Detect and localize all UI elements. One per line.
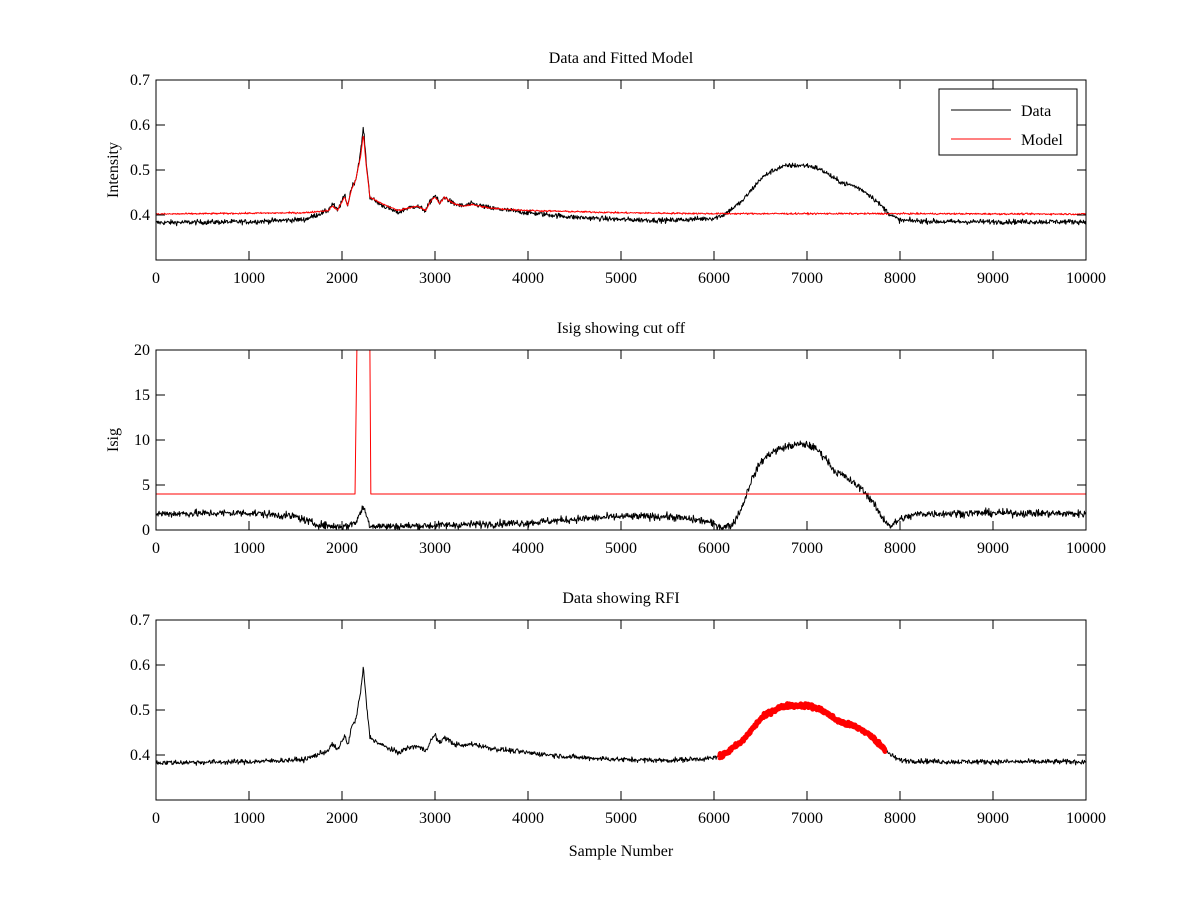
legend-entry: Model xyxy=(1021,132,1063,149)
x-tick-label: 5000 xyxy=(605,810,637,827)
x-tick-label: 10000 xyxy=(1066,540,1106,557)
x-tick-label: 0 xyxy=(152,270,160,287)
x-tick-label: 7000 xyxy=(791,270,823,287)
x-tick-label: 6000 xyxy=(698,270,730,287)
x-tick-label: 3000 xyxy=(419,540,451,557)
series-path xyxy=(156,126,1086,227)
series-path xyxy=(156,666,1086,766)
y-tick-label: 0.5 xyxy=(130,162,150,179)
y-tick-label: 0.5 xyxy=(130,702,150,719)
series-line-1-2 xyxy=(156,135,1086,216)
x-tick-label: 0 xyxy=(152,540,160,557)
x-tick-label: 1000 xyxy=(233,810,265,827)
y-tick-label: 0.7 xyxy=(130,612,150,629)
x-tick-label: 2000 xyxy=(326,810,358,827)
x-tick-label: 7000 xyxy=(791,810,823,827)
x-tick-label: 4000 xyxy=(512,540,544,557)
series-path xyxy=(156,440,1086,530)
y-tick-label: 5 xyxy=(142,477,150,494)
x-tick-label: 9000 xyxy=(977,270,1009,287)
axes-title: Data showing RFI xyxy=(562,590,679,607)
x-tick-label: 8000 xyxy=(884,270,916,287)
y-tick-label: 0.7 xyxy=(130,72,150,89)
x-tick-label: 0 xyxy=(152,810,160,827)
axes-title: Data and Fitted Model xyxy=(549,50,694,67)
x-tick-label: 1000 xyxy=(233,540,265,557)
x-tick-label: 4000 xyxy=(512,270,544,287)
series-line-1-1 xyxy=(156,126,1086,227)
y-tick-label: 15 xyxy=(134,387,150,404)
y-tick-label: 0 xyxy=(142,522,150,539)
y-tick-label: 0.4 xyxy=(130,207,150,224)
y-axis-label: Isig xyxy=(105,428,122,452)
x-tick-label: 10000 xyxy=(1066,810,1106,827)
x-tick-label: 5000 xyxy=(605,540,637,557)
x-tick-label: 8000 xyxy=(884,810,916,827)
y-axis-label: Intensity xyxy=(105,142,122,198)
x-tick-label: 2000 xyxy=(326,540,358,557)
x-tick-label: 10000 xyxy=(1066,270,1106,287)
x-tick-label: 9000 xyxy=(977,540,1009,557)
series-line-2-1 xyxy=(156,440,1086,530)
series-line-3-1 xyxy=(156,666,1086,766)
legend-box xyxy=(938,88,1078,156)
axes-2: 0 1000 2000 3000 4000 5000 6000 7000 8000 9000 100… xyxy=(105,320,1106,557)
legend-entry: Data xyxy=(1021,103,1051,120)
y-tick-label: 20 xyxy=(134,342,150,359)
axes-3: 0 1000 2000 3000 4000 5000 6000 7000 8000 9000 100… xyxy=(130,590,1106,860)
legend: Data Model xyxy=(938,88,1078,156)
x-tick-label: 9000 xyxy=(977,810,1009,827)
x-tick-label: 2000 xyxy=(326,270,358,287)
y-tick-label: 0.6 xyxy=(130,117,150,134)
x-tick-label: 6000 xyxy=(698,540,730,557)
x-tick-label: 3000 xyxy=(419,270,451,287)
x-axis-label: Sample Number xyxy=(569,843,674,860)
series-path xyxy=(156,350,1086,495)
series-path xyxy=(716,701,889,761)
x-tick-label: 8000 xyxy=(884,540,916,557)
x-tick-label: 5000 xyxy=(605,270,637,287)
series-line-2-2 xyxy=(156,350,1086,495)
axes-title: Isig showing cut off xyxy=(557,320,686,337)
series-line-3-2 xyxy=(716,701,889,761)
axes-1: 0 1000 2000 3000 4000 5000 6000 7000 8000 9000 100… xyxy=(105,50,1106,287)
y-tick-label: 0.6 xyxy=(130,657,150,674)
x-tick-label: 4000 xyxy=(512,810,544,827)
x-tick-label: 6000 xyxy=(698,810,730,827)
y-tick-label: 10 xyxy=(134,432,150,449)
x-tick-label: 7000 xyxy=(791,540,823,557)
x-tick-label: 3000 xyxy=(419,810,451,827)
y-tick-label: 0.4 xyxy=(130,747,150,764)
x-tick-label: 1000 xyxy=(233,270,265,287)
series-path xyxy=(156,135,1086,216)
